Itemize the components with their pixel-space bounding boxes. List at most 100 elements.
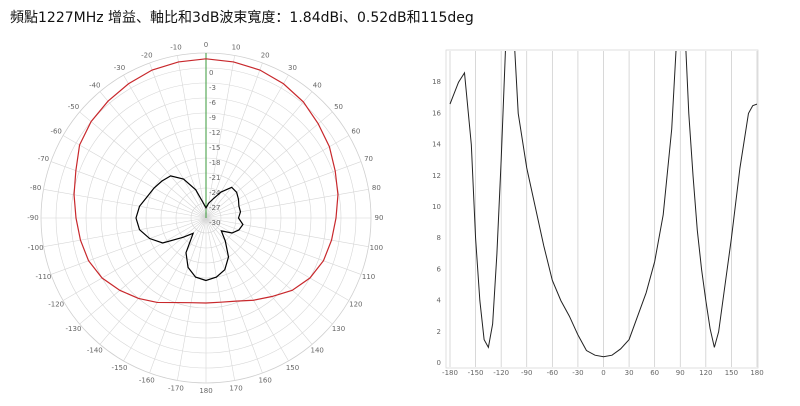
angle-tick-label: 40 — [313, 81, 322, 89]
y-tick-label: 14 — [432, 141, 441, 149]
angle-tick-label: -50 — [68, 103, 79, 111]
x-tick-label: 30 — [625, 369, 634, 377]
angle-tick-label: 130 — [332, 325, 345, 333]
y-tick-label: 2 — [437, 328, 441, 336]
angle-grid-line — [205, 217, 362, 275]
angle-grid-line — [149, 217, 207, 374]
angle-tick-label: 110 — [362, 273, 375, 281]
x-tick-label: -60 — [547, 369, 558, 377]
x-tick-label: -150 — [468, 369, 484, 377]
y-tick-label: 8 — [437, 234, 441, 242]
angle-grid-line — [62, 217, 207, 301]
angle-grid-line — [62, 135, 207, 219]
polar-curve — [135, 175, 244, 282]
angle-tick-label: -160 — [139, 377, 155, 385]
angle-tick-label: -170 — [168, 384, 184, 392]
angle-grid-line — [79, 111, 207, 219]
radial-tick-label: -15 — [209, 144, 220, 152]
angle-tick-label: 70 — [364, 155, 373, 163]
x-tick-label: -90 — [521, 369, 532, 377]
angle-grid-line — [205, 217, 289, 362]
angle-grid-line — [205, 62, 263, 219]
angle-tick-label: -70 — [38, 155, 49, 163]
angle-tick-label: -40 — [89, 81, 100, 89]
y-tick-label: 6 — [437, 265, 442, 273]
angle-grid-line — [205, 217, 263, 374]
angle-grid-line — [43, 217, 207, 247]
angle-tick-label: 80 — [372, 184, 381, 192]
x-tick-label: -120 — [493, 369, 509, 377]
angle-tick-label: 90 — [375, 214, 384, 222]
angle-grid-line — [99, 91, 207, 219]
angle-tick-label: 10 — [232, 44, 241, 52]
angle-tick-label: 120 — [349, 301, 362, 309]
y-tick-label: 16 — [432, 109, 441, 117]
y-tick-label: 0 — [437, 359, 441, 367]
angle-tick-label: -140 — [87, 347, 103, 355]
radial-tick-label: -21 — [209, 174, 220, 182]
angle-tick-label: 0 — [204, 41, 208, 49]
y-tick-label: 12 — [432, 172, 441, 180]
charts: -170-160-150-140-130-120-110-100-90-80-7… — [27, 41, 763, 395]
angle-tick-label: 100 — [370, 244, 383, 252]
angle-grid-line — [205, 74, 289, 219]
radial-tick-label: -3 — [209, 84, 216, 92]
angle-grid-line — [50, 217, 207, 275]
y-tick-label: 4 — [437, 297, 442, 305]
y-tick-label: 10 — [432, 203, 441, 211]
angle-grid-line — [123, 74, 207, 219]
angle-tick-label: 60 — [351, 128, 360, 136]
angle-tick-label: 170 — [229, 384, 242, 392]
angle-grid-line — [205, 111, 333, 219]
angle-tick-label: -110 — [35, 273, 51, 281]
x-tick-label: 90 — [676, 369, 685, 377]
angle-grid-line — [205, 217, 333, 325]
angle-grid-line — [205, 217, 235, 381]
radial-tick-label: -30 — [209, 219, 220, 227]
angle-grid-line — [50, 161, 207, 219]
angle-grid-line — [205, 217, 369, 247]
x-tick-label: 180 — [750, 369, 763, 377]
angle-tick-label: -30 — [114, 64, 125, 72]
angle-tick-label: -60 — [50, 128, 61, 136]
radial-tick-label: -6 — [209, 99, 217, 107]
line-series — [449, 51, 757, 358]
radial-tick-label: -24 — [209, 189, 221, 197]
x-tick-label: -180 — [442, 369, 458, 377]
angle-grid-line — [177, 55, 207, 219]
angle-tick-label: 20 — [261, 51, 270, 59]
angle-tick-label: 140 — [311, 347, 324, 355]
radial-tick-label: -27 — [209, 204, 220, 212]
x-tick-label: 0 — [601, 369, 605, 377]
angle-grid-line — [205, 135, 350, 219]
angle-tick-label: 30 — [288, 64, 297, 72]
angle-grid-line — [205, 189, 369, 219]
figure-title: 頻點1227MHz 增益、軸比和3dB波束寬度：1.84dBi、0.52dB和1… — [10, 9, 474, 26]
angle-grid-line — [205, 217, 350, 301]
angle-tick-label: -80 — [30, 184, 41, 192]
x-tick-label: 150 — [725, 369, 738, 377]
angle-grid-line — [205, 55, 235, 219]
angle-tick-label: 150 — [286, 364, 299, 372]
polar-curve — [73, 58, 339, 304]
angle-grid-line — [123, 217, 207, 362]
angle-tick-label: -10 — [170, 44, 181, 52]
angle-tick-label: -120 — [48, 301, 64, 309]
radial-tick-label: 0 — [209, 69, 213, 77]
angle-tick-label: 50 — [334, 103, 343, 111]
radial-tick-label: -9 — [209, 114, 216, 122]
plot-frame — [445, 49, 759, 369]
angle-grid-line — [79, 217, 207, 325]
radial-tick-label: -18 — [209, 159, 220, 167]
angle-tick-label: -150 — [112, 364, 128, 372]
plot-area — [449, 51, 757, 358]
angle-grid-line — [177, 217, 207, 381]
angle-tick-label: 180 — [199, 387, 212, 395]
x-tick-label: 120 — [699, 369, 712, 377]
angle-tick-label: 160 — [258, 377, 271, 385]
angle-grid-line — [205, 91, 313, 219]
x-tick-label: 60 — [650, 369, 659, 377]
angle-tick-label: -130 — [66, 325, 82, 333]
